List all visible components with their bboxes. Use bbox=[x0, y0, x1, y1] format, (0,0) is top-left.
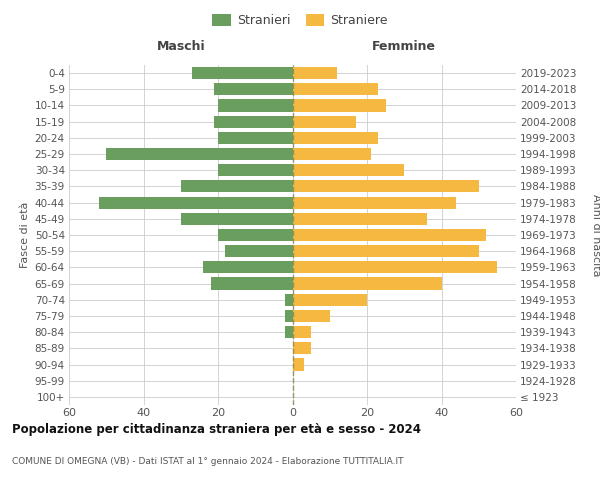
Bar bbox=[293, 148, 371, 160]
Bar bbox=[293, 164, 404, 176]
Bar bbox=[218, 229, 293, 241]
Bar bbox=[293, 100, 386, 112]
Text: Maschi: Maschi bbox=[157, 40, 205, 53]
Bar bbox=[293, 342, 311, 354]
Bar bbox=[203, 262, 293, 274]
Bar bbox=[293, 212, 427, 225]
Bar bbox=[211, 278, 293, 289]
Bar bbox=[293, 294, 367, 306]
Bar bbox=[226, 245, 293, 258]
Bar bbox=[293, 262, 497, 274]
Bar bbox=[285, 310, 293, 322]
Text: Femmine: Femmine bbox=[372, 40, 436, 53]
Bar bbox=[293, 245, 479, 258]
Bar bbox=[293, 326, 311, 338]
Bar bbox=[293, 278, 442, 289]
Bar bbox=[218, 164, 293, 176]
Bar bbox=[181, 180, 293, 192]
Bar bbox=[214, 83, 293, 96]
Text: Popolazione per cittadinanza straniera per età e sesso - 2024: Popolazione per cittadinanza straniera p… bbox=[12, 422, 421, 436]
Legend: Stranieri, Straniere: Stranieri, Straniere bbox=[207, 8, 393, 32]
Bar bbox=[293, 196, 457, 208]
Bar bbox=[192, 67, 293, 79]
Bar bbox=[293, 67, 337, 79]
Bar bbox=[293, 116, 356, 128]
Text: COMUNE DI OMEGNA (VB) - Dati ISTAT al 1° gennaio 2024 - Elaborazione TUTTITALIA.: COMUNE DI OMEGNA (VB) - Dati ISTAT al 1°… bbox=[12, 458, 404, 466]
Bar bbox=[293, 229, 486, 241]
Bar bbox=[106, 148, 293, 160]
Bar bbox=[99, 196, 293, 208]
Y-axis label: Anni di nascita: Anni di nascita bbox=[591, 194, 600, 276]
Bar bbox=[218, 132, 293, 144]
Bar bbox=[285, 294, 293, 306]
Bar bbox=[293, 310, 330, 322]
Bar bbox=[214, 116, 293, 128]
Bar bbox=[293, 132, 378, 144]
Bar bbox=[181, 212, 293, 225]
Bar bbox=[285, 326, 293, 338]
Bar bbox=[293, 180, 479, 192]
Bar bbox=[293, 83, 378, 96]
Bar bbox=[293, 358, 304, 370]
Bar bbox=[218, 100, 293, 112]
Y-axis label: Fasce di età: Fasce di età bbox=[20, 202, 31, 268]
